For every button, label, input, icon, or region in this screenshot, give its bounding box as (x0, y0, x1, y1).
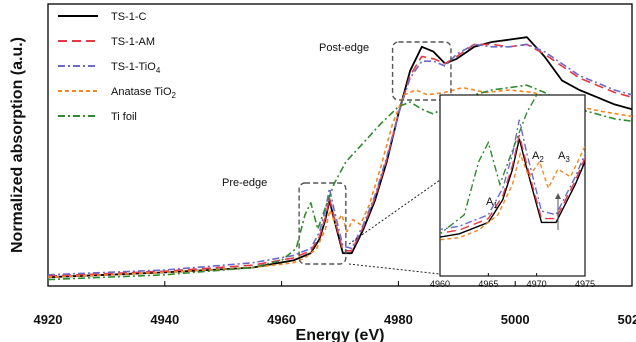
inset-tick-label: 4965 (478, 279, 498, 289)
legend-label-4: Anatase TiO2 (111, 86, 177, 100)
x-tick-label: 4960 (267, 312, 296, 327)
inset-tick-label: 4975 (575, 279, 595, 289)
plot-frame (47, 3, 633, 287)
post-edge-box (391, 41, 452, 101)
legend-label-2: TS-1-AM (111, 36, 155, 48)
inset: 4960 4965 4970 4975 A1 A2 A3 (430, 94, 595, 289)
pre-edge-box (298, 182, 347, 265)
x-tick-label: 4940 (150, 312, 179, 327)
legend-label-1: TS-1-C (111, 11, 147, 23)
series-line-3 (47, 43, 633, 276)
legend-label-5: Ti foil (111, 111, 137, 123)
inset-series-line-2 (440, 134, 585, 234)
inset-series-line-3 (440, 119, 585, 231)
series-layer (47, 36, 633, 281)
peak-label-a3: A3 (558, 150, 570, 164)
peak-label-a1: A1 (486, 196, 498, 210)
inset-tick-label: 4960 (430, 279, 450, 289)
inset-arrow-head-icon (555, 193, 561, 199)
inset-series-line-5 (440, 95, 538, 235)
series-line-5 (47, 84, 633, 281)
zoom-line-upper (348, 179, 441, 245)
x-tick-label: 4980 (384, 312, 413, 327)
x-axis-title: Energy (eV) (296, 327, 385, 342)
inset-tick-label: 4970 (527, 279, 547, 289)
peak-label-a2: A2 (532, 150, 544, 164)
y-axis-title: Normalized absorption (a.u.) (9, 37, 26, 253)
inset-series (440, 95, 585, 241)
pre-edge-label: Pre-edge (222, 177, 267, 189)
inset-series-line-4 (440, 144, 585, 241)
x-tick-label: 5000 (501, 312, 530, 327)
legend-label-3: TS-1-TiO4 (111, 61, 161, 75)
legend: TS-1-C TS-1-AM TS-1-TiO4 Anatase TiO2 Ti foi… (58, 11, 177, 123)
inset-ticks: 4960 4965 4970 4975 (430, 273, 595, 289)
post-edge-label: Post-edge (319, 42, 369, 54)
zoom-line-lower (348, 263, 441, 275)
series-line-4 (47, 86, 633, 278)
inset-frame (439, 94, 586, 277)
x-tick-label: 4920 (34, 312, 63, 327)
x-ticks: 4920 4940 4960 4980 5000 5020 (34, 281, 636, 327)
x-tick-label: 5020 (618, 312, 636, 327)
